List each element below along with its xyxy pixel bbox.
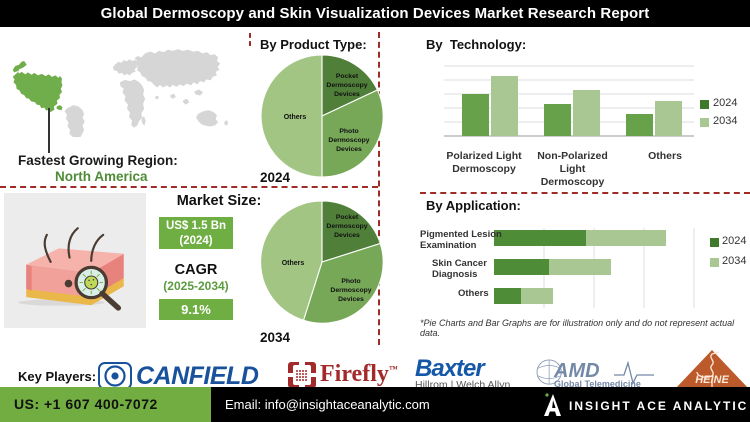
svg-text:Devices: Devices [334,91,360,98]
svg-text:Dermoscopy: Dermoscopy [326,82,367,89]
svg-text:Dermoscopy: Dermoscopy [330,287,371,294]
svg-text:Dermoscopy: Dermoscopy [326,223,367,230]
svg-text:Others: Others [284,114,307,121]
svg-text:Pocket: Pocket [336,73,359,80]
svg-text:Photo: Photo [341,278,360,285]
svg-text:Pocket: Pocket [336,214,359,221]
svg-text:Devices: Devices [334,232,360,239]
svg-text:Devices: Devices [336,146,362,153]
svg-text:Photo: Photo [339,128,358,135]
svg-text:Others: Others [282,260,305,267]
svg-text:Devices: Devices [338,296,364,303]
svg-text:Dermoscopy: Dermoscopy [328,137,369,144]
